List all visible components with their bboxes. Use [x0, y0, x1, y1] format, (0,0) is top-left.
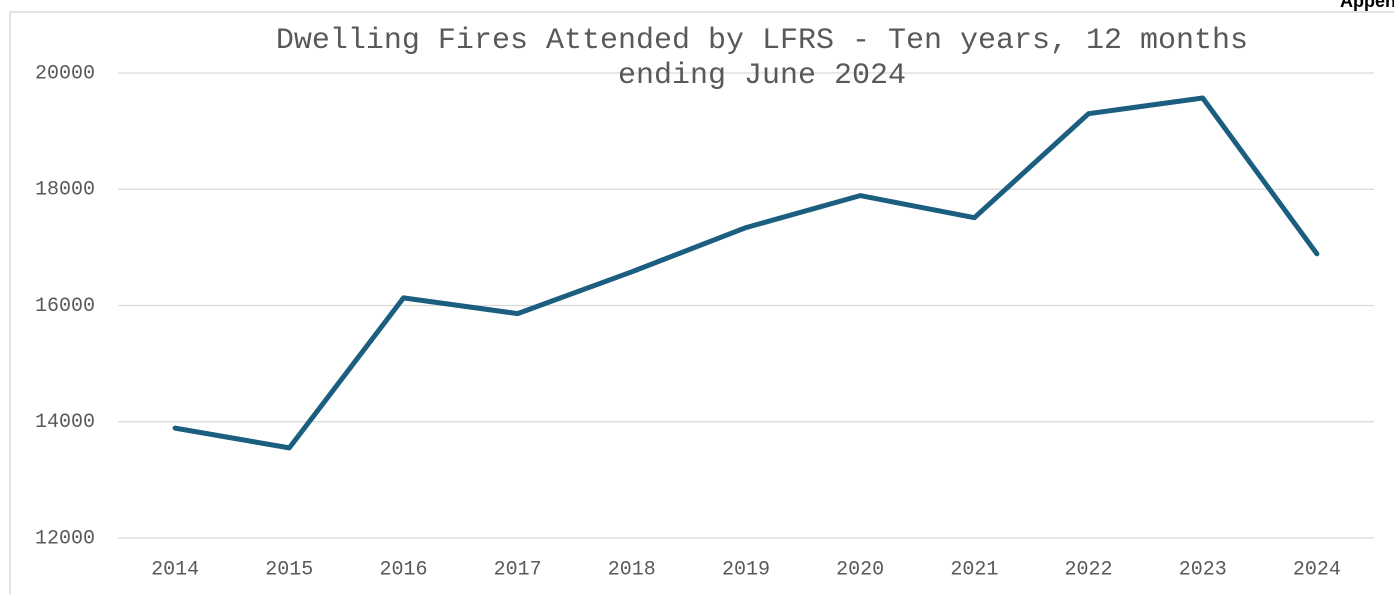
x-tick-label: 2023 — [1179, 558, 1227, 581]
y-tick-label: 12000 — [35, 527, 95, 550]
chart-title: Dwelling Fires Attended by LFRS - Ten ye… — [275, 24, 1249, 93]
x-tick-label: 2021 — [950, 558, 998, 581]
y-tick-label: 16000 — [35, 295, 95, 318]
x-tick-label: 2017 — [494, 558, 542, 581]
x-tick-label: 2020 — [836, 558, 884, 581]
x-tick-label: 2018 — [608, 558, 656, 581]
y-tick-label: 14000 — [35, 411, 95, 434]
x-tick-label: 2024 — [1293, 558, 1341, 581]
x-tick-label: 2019 — [722, 558, 770, 581]
corner-label: Appendix — [1340, 0, 1394, 11]
y-tick-label: 18000 — [35, 179, 95, 202]
chart-border — [9, 11, 1394, 594]
y-tick-label: 20000 — [35, 62, 95, 85]
x-tick-label: 2016 — [379, 558, 427, 581]
x-tick-label: 2015 — [265, 558, 313, 581]
line-series — [172, 95, 1320, 451]
x-tick-label: 2014 — [151, 558, 199, 581]
x-tick-label: 2022 — [1065, 558, 1113, 581]
